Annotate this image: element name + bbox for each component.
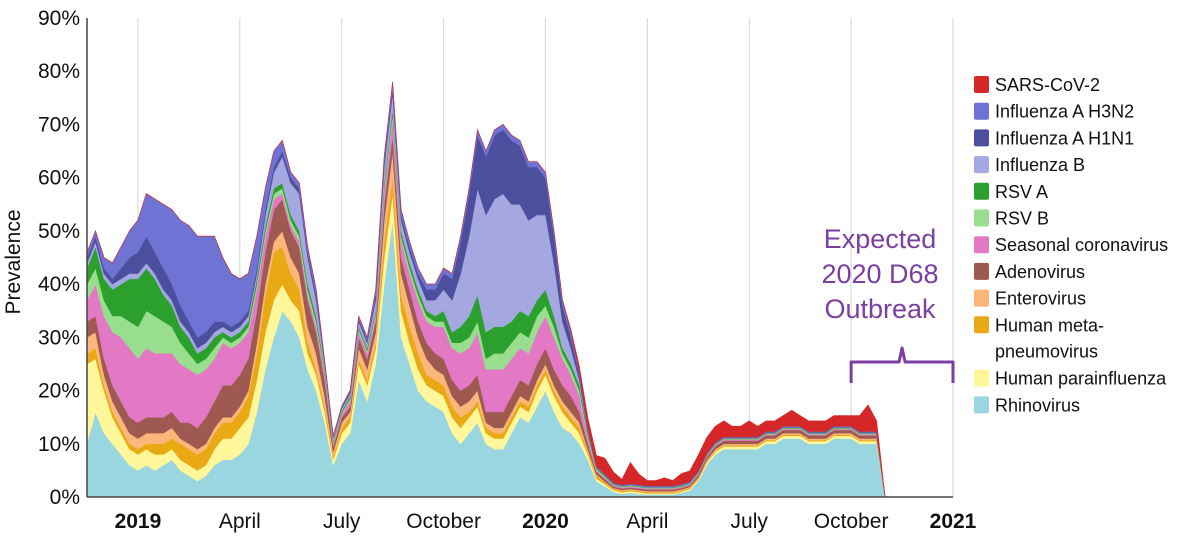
x-tick-label: 2020	[522, 510, 569, 533]
y-tick-label: 0%	[50, 486, 80, 509]
legend-label: Influenza A H3N2	[995, 102, 1134, 122]
legend-item-human-meta-pneumovirus: Human meta-pneumovirus	[974, 315, 1104, 361]
legend-swatch	[974, 156, 989, 174]
legend-label: RSV B	[995, 209, 1049, 229]
legend-item-human-parainfluenza: Human parainfluenza	[974, 369, 1167, 389]
legend-label: RSV A	[995, 182, 1048, 202]
legend-swatch	[974, 316, 989, 334]
y-axis-label: Prevalence	[2, 209, 25, 314]
legend-swatch	[974, 182, 989, 200]
legend-label: Rhinovirus	[995, 395, 1080, 415]
legend-swatch	[974, 289, 989, 307]
axes	[86, 18, 953, 498]
legend-label: Human parainfluenza	[995, 369, 1167, 389]
y-tick-label: 40%	[38, 273, 80, 296]
y-tick-label: 80%	[38, 60, 80, 83]
legend-item-influenza-b: Influenza B	[974, 155, 1085, 175]
x-tick-label: July	[731, 510, 769, 533]
y-tick-label: 50%	[38, 220, 80, 243]
legend-swatch	[974, 369, 989, 387]
area-sars-cov-2	[86, 81, 953, 498]
legend-swatch	[974, 236, 989, 254]
x-tick-label: April	[626, 510, 668, 533]
legend-swatch	[974, 76, 989, 93]
y-tick-label: 30%	[38, 326, 80, 349]
y-tick-label: 90%	[38, 7, 80, 30]
legend-item-rsv-a: RSV A	[974, 182, 1048, 202]
x-tick-label: 2019	[115, 510, 162, 533]
y-tick-labels: 0% 10% 20% 30% 40% 50% 60% 70% 80% 90%	[38, 7, 80, 509]
legend-swatch	[974, 102, 989, 120]
annotation-bracket	[849, 346, 955, 383]
x-tick-label: April	[219, 510, 261, 533]
legend-label: Influenza B	[995, 155, 1085, 175]
legend-label: Enterovirus	[995, 289, 1086, 309]
legend-label: Influenza A H1N1	[995, 128, 1134, 148]
legend-label: SARS-CoV-2	[995, 75, 1100, 95]
legend-item-rhinovirus: Rhinovirus	[974, 395, 1080, 415]
annotation-text: Expected	[824, 224, 937, 254]
legend-item-influenza-a-h1n1: Influenza A H1N1	[974, 128, 1134, 148]
stacked-areas	[86, 81, 953, 498]
legend-swatch	[974, 262, 989, 280]
y-tick-label: 70%	[38, 113, 80, 136]
legend-item-rsv-b: RSV B	[974, 209, 1049, 229]
x-tick-label: 2021	[930, 510, 977, 533]
y-tick-label: 60%	[38, 167, 80, 190]
x-tick-labels: 2019 April July October 2020 April July October…	[115, 510, 977, 533]
legend-label: Seasonal coronavirus	[995, 235, 1168, 255]
legend-swatch	[974, 209, 989, 227]
legend: SARS-CoV-2 Influenza A H3N2 Influenza A H1…	[974, 75, 1168, 415]
legend-item-adenovirus: Adenovirus	[974, 262, 1085, 282]
x-tick-label: October	[406, 510, 481, 533]
legend-label: Human meta-	[995, 315, 1104, 335]
legend-label: Adenovirus	[995, 262, 1085, 282]
legend-item-enterovirus: Enterovirus	[974, 289, 1086, 309]
x-tick-label: October	[814, 510, 889, 533]
legend-label: pneumovirus	[995, 341, 1098, 361]
x-tick-label: July	[323, 510, 361, 533]
legend-item-influenza-a-h3n2: Influenza A H3N2	[974, 102, 1134, 122]
annotation-text: Outbreak	[824, 294, 936, 324]
y-tick-label: 10%	[38, 433, 80, 456]
y-tick-label: 20%	[38, 380, 80, 403]
annotation-text: 2020 D68	[821, 259, 938, 289]
legend-swatch	[974, 129, 989, 147]
annotation: Expected 2020 D68 Outbreak	[821, 224, 955, 383]
legend-item-sars-cov-2: SARS-CoV-2	[974, 75, 1100, 95]
legend-swatch	[974, 396, 989, 414]
legend-item-seasonal-coronavirus: Seasonal coronavirus	[974, 235, 1168, 255]
